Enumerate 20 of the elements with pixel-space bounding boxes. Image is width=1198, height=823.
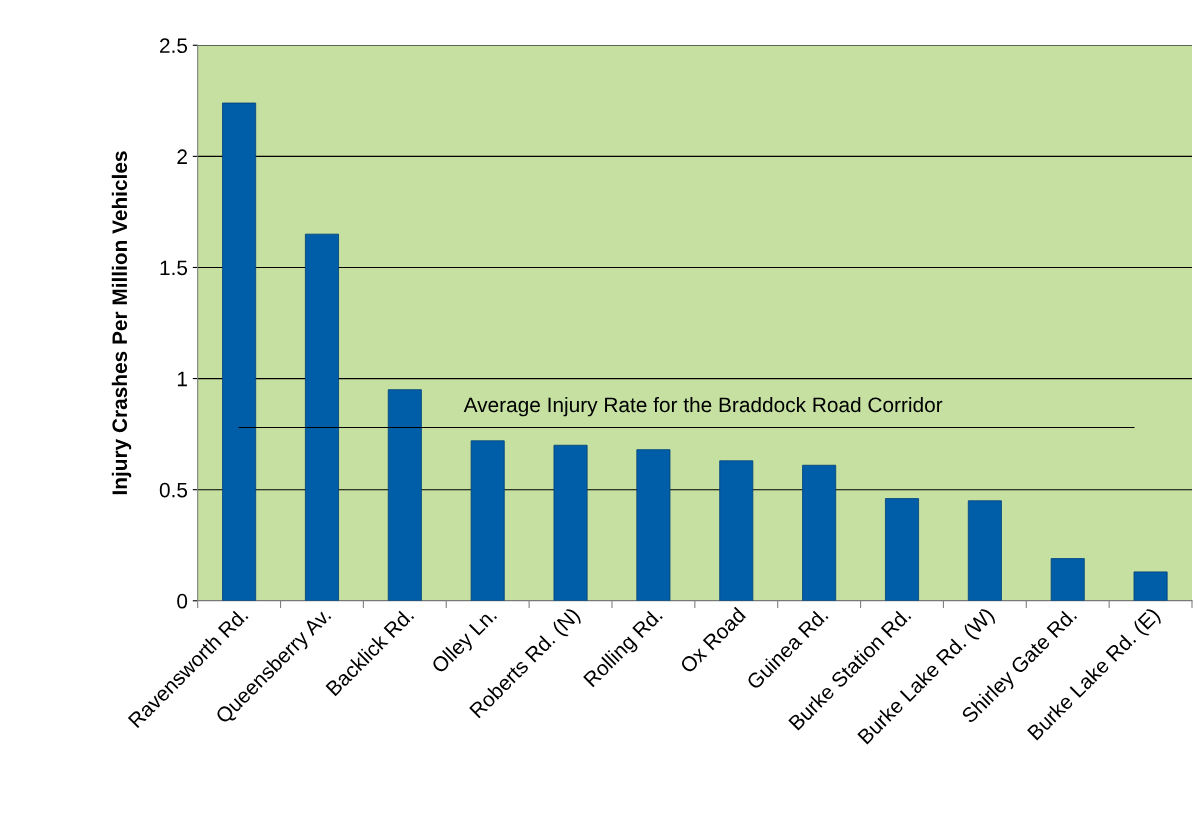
bar — [719, 460, 754, 601]
bar — [222, 102, 257, 601]
bar — [885, 498, 919, 601]
bar — [553, 444, 588, 601]
y-tick-label: 2.5 — [160, 38, 188, 54]
bar — [636, 449, 671, 601]
y-tick-label: 2 — [177, 149, 187, 164]
bar — [304, 233, 339, 601]
ref-line-label: Average Injury Rate for the Braddock Road Corridor — [463, 396, 943, 417]
y-tick-label: 0 — [177, 593, 188, 609]
y-tick-label: 1.5 — [160, 260, 188, 276]
bar — [1133, 571, 1168, 601]
bar — [967, 500, 1002, 601]
y-tick-label: 0.5 — [159, 482, 188, 498]
y-axis-title: Injury Crashes Per Million Vehicles — [111, 151, 132, 495]
y-tick-label: 1 — [177, 371, 187, 387]
bar — [387, 389, 422, 601]
bar — [470, 440, 505, 601]
bar — [802, 464, 837, 601]
bar — [1050, 558, 1085, 601]
